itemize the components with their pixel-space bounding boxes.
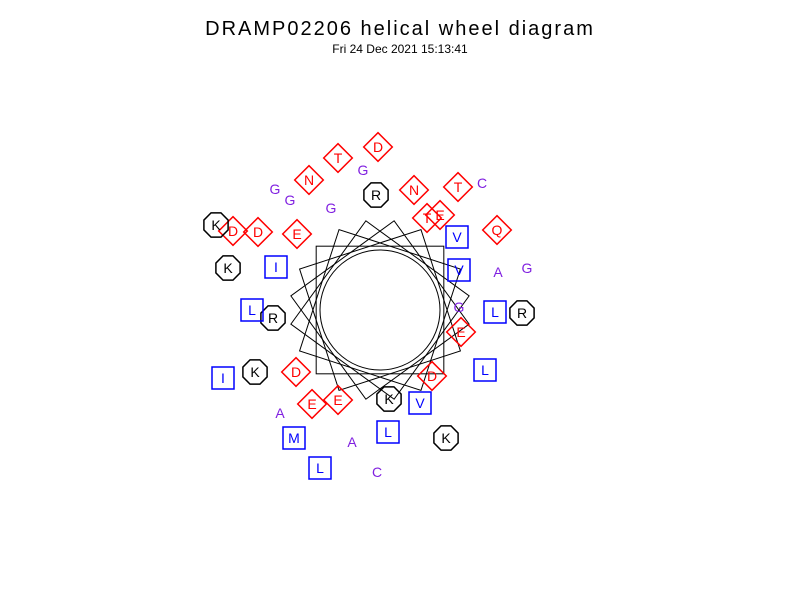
svg-text:V: V — [452, 229, 462, 245]
residue-Q-17: Q — [483, 216, 512, 245]
svg-text:C: C — [477, 175, 487, 191]
residue-L-26: L — [241, 299, 263, 321]
residue-L-22: L — [377, 421, 399, 443]
svg-text:E: E — [333, 392, 342, 408]
svg-text:I: I — [274, 259, 278, 275]
svg-text:L: L — [248, 302, 256, 318]
svg-text:E: E — [307, 396, 316, 412]
residue-D-28: D — [244, 218, 273, 247]
svg-text:K: K — [441, 430, 451, 446]
residue-C-34: C — [477, 175, 487, 191]
center-circle — [320, 250, 440, 370]
svg-text:L: L — [316, 460, 324, 476]
svg-text:V: V — [415, 395, 425, 411]
svg-text:L: L — [481, 362, 489, 378]
svg-text:G: G — [285, 192, 296, 208]
residue-D-43: D — [219, 217, 248, 246]
residue-R-0: R — [364, 183, 388, 207]
residue-E-24: E — [298, 390, 327, 419]
svg-text:R: R — [517, 305, 527, 321]
residue-A-18: A — [493, 264, 503, 280]
svg-text:I: I — [221, 370, 225, 386]
residue-L-39: L — [309, 457, 331, 479]
svg-text:R: R — [268, 310, 278, 326]
residue-D-31: D — [364, 133, 393, 162]
svg-text:K: K — [211, 217, 221, 233]
residue-L-20: L — [474, 359, 496, 381]
svg-text:A: A — [275, 405, 285, 421]
residue-M-40: M — [283, 427, 305, 449]
svg-text:G: G — [522, 260, 533, 276]
svg-text:Q: Q — [492, 222, 503, 238]
svg-text:T: T — [454, 179, 463, 195]
residue-G-35: G — [522, 260, 533, 276]
residue-D-8: D — [282, 358, 311, 387]
svg-text:K: K — [223, 260, 233, 276]
residue-R-9: R — [261, 306, 285, 330]
residue-N-30: N — [295, 166, 324, 195]
svg-text:E: E — [456, 324, 465, 340]
residue-G-3: G — [454, 299, 465, 315]
residue-L-19: L — [484, 301, 506, 323]
svg-text:M: M — [288, 430, 300, 446]
svg-text:E: E — [292, 226, 301, 242]
residue-T-33: T — [444, 173, 473, 202]
svg-text:G: G — [358, 162, 369, 178]
residue-I-10: I — [265, 256, 287, 278]
residue-E-11: E — [283, 220, 312, 249]
svg-text:G: G — [454, 299, 465, 315]
residue-K-6: K — [377, 387, 401, 411]
svg-text:A: A — [347, 434, 357, 450]
svg-text:D: D — [228, 223, 238, 239]
residue-A-41: A — [275, 405, 285, 421]
svg-text:C: C — [372, 464, 382, 480]
svg-text:E: E — [435, 207, 444, 223]
svg-text:D: D — [291, 364, 301, 380]
residue-V-1: V — [446, 226, 468, 248]
svg-text:V: V — [454, 262, 464, 278]
residue-K-25: K — [243, 360, 267, 384]
residue-V-21: V — [409, 392, 431, 414]
helical-wheel-diagram: RVVGEDKEDRIEGGNTEQALLVLAEKLKDGNDTTCGRKCL… — [0, 0, 800, 600]
svg-text:L: L — [491, 304, 499, 320]
residue-G-45: G — [270, 181, 281, 197]
residue-V-2: V — [448, 259, 470, 281]
residue-N-14: N — [400, 176, 429, 205]
svg-text:A: A — [493, 264, 503, 280]
residue-C-38: C — [372, 464, 382, 480]
svg-text:T: T — [334, 150, 343, 166]
residue-K-27: K — [216, 256, 240, 280]
svg-text:K: K — [384, 391, 394, 407]
svg-text:T: T — [423, 210, 432, 226]
svg-text:K: K — [250, 364, 260, 380]
svg-text:D: D — [427, 368, 437, 384]
residue-T-32: T — [324, 144, 353, 173]
residue-R-36: R — [510, 301, 534, 325]
svg-text:N: N — [304, 172, 314, 188]
svg-text:N: N — [409, 182, 419, 198]
residue-A-23: A — [347, 434, 357, 450]
residue-K-37: K — [434, 426, 458, 450]
svg-text:G: G — [270, 181, 281, 197]
svg-text:R: R — [371, 187, 381, 203]
residue-G-12: G — [326, 200, 337, 216]
svg-text:D: D — [373, 139, 383, 155]
residue-I-42: I — [212, 367, 234, 389]
svg-text:G: G — [326, 200, 337, 216]
residue-G-13: G — [358, 162, 369, 178]
svg-text:L: L — [384, 424, 392, 440]
svg-text:D: D — [253, 224, 263, 240]
residue-E-7: E — [324, 386, 353, 415]
residue-G-29: G — [285, 192, 296, 208]
